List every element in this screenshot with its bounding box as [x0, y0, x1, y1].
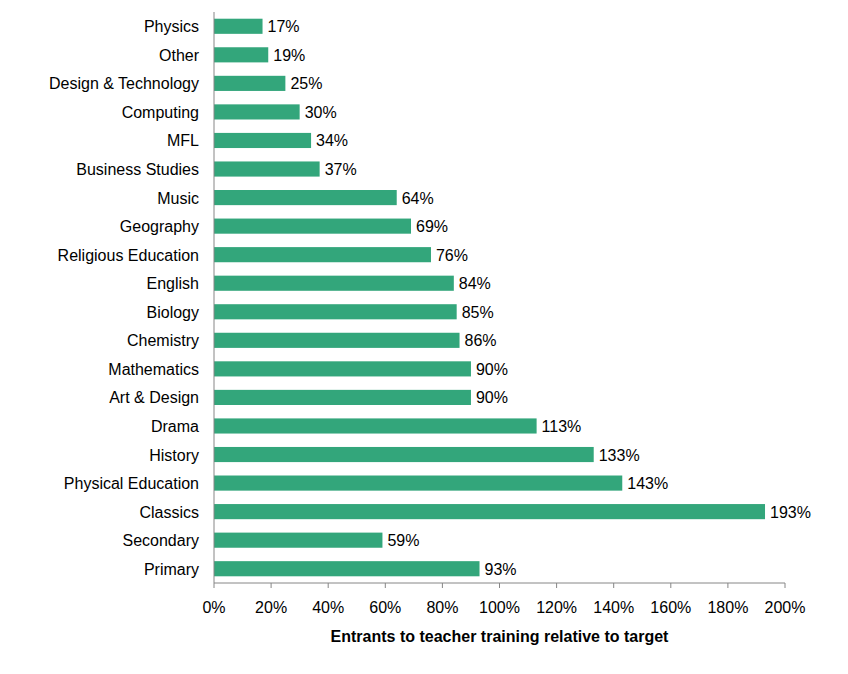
data-label: 59%: [387, 532, 419, 549]
bar: [214, 504, 765, 519]
bar: [214, 190, 397, 205]
category-label: Physics: [144, 18, 199, 35]
bar: [214, 533, 382, 548]
bar: [214, 19, 263, 34]
data-label: 30%: [305, 104, 337, 121]
bar: [214, 161, 320, 176]
bar: [214, 333, 460, 348]
bar: [214, 247, 431, 262]
bar: [214, 447, 594, 462]
x-tick: [556, 583, 557, 588]
bar: [214, 390, 471, 405]
x-tick-label: 100%: [479, 599, 520, 616]
category-label: Secondary: [123, 532, 200, 549]
data-label: 69%: [416, 218, 448, 235]
bar: [214, 418, 537, 433]
data-label: 25%: [290, 75, 322, 92]
category-label: Geography: [120, 218, 199, 235]
category-label: Primary: [144, 561, 199, 578]
category-label: Chemistry: [127, 332, 199, 349]
data-label: 37%: [325, 161, 357, 178]
data-label: 86%: [465, 332, 497, 349]
data-label: 34%: [316, 132, 348, 149]
data-label: 133%: [599, 447, 640, 464]
category-label: Design & Technology: [49, 75, 199, 92]
data-label: 64%: [402, 190, 434, 207]
data-label: 85%: [462, 304, 494, 321]
category-label: MFL: [167, 132, 199, 149]
category-label: English: [147, 275, 199, 292]
data-label: 90%: [476, 361, 508, 378]
x-tick-label: 20%: [255, 599, 287, 616]
x-tick-label: 180%: [707, 599, 748, 616]
data-label: 143%: [627, 475, 668, 492]
category-label: Art & Design: [109, 389, 199, 406]
category-label: Classics: [139, 504, 199, 521]
data-label: 93%: [485, 561, 517, 578]
bar: [214, 361, 471, 376]
bar: [214, 76, 285, 91]
x-tick: [727, 583, 728, 588]
y-axis: [214, 12, 215, 583]
x-tick-label: 0%: [202, 599, 225, 616]
x-tick-label: 120%: [536, 599, 577, 616]
category-label: Other: [159, 47, 200, 64]
x-tick-label: 80%: [426, 599, 458, 616]
category-label: History: [149, 447, 199, 464]
x-tick: [385, 583, 386, 588]
data-label: 113%: [542, 418, 582, 435]
x-tick-label: 140%: [593, 599, 634, 616]
category-label: Drama: [151, 418, 199, 435]
bar: [214, 304, 457, 319]
category-label: Music: [157, 190, 199, 207]
category-label: Business Studies: [76, 161, 199, 178]
category-label: Physical Education: [64, 475, 199, 492]
category-label: Computing: [122, 104, 199, 121]
x-tick-label: 60%: [369, 599, 401, 616]
x-tick: [499, 583, 500, 588]
data-label: 19%: [273, 47, 305, 64]
bar: [214, 561, 480, 576]
x-tick: [785, 583, 786, 588]
data-label: 90%: [476, 389, 508, 406]
x-axis-title: Entrants to teacher training relative to…: [331, 628, 670, 645]
bar: [214, 133, 311, 148]
bars: [214, 19, 765, 577]
x-tick: [214, 583, 215, 588]
category-label: Mathematics: [108, 361, 199, 378]
x-tick: [613, 583, 614, 588]
x-tick-label: 40%: [312, 599, 344, 616]
x-tick: [670, 583, 671, 588]
x-tick: [271, 583, 272, 588]
data-label: 76%: [436, 247, 468, 264]
bar: [214, 476, 622, 491]
data-label: 84%: [459, 275, 491, 292]
chart: 17% 19% 25% 30% 34% 37% 64% 69% 76% 84% 85% 86% 90% 9…: [0, 0, 848, 674]
x-tick: [328, 583, 329, 588]
bar: [214, 276, 454, 291]
x-tick-label: 200%: [765, 599, 806, 616]
bar: [214, 104, 300, 119]
bar: [214, 47, 268, 62]
data-label: 17%: [268, 18, 300, 35]
category-label: Religious Education: [58, 247, 199, 264]
category-label: Biology: [147, 304, 199, 321]
x-tick-label: 160%: [650, 599, 691, 616]
data-label: 193%: [770, 504, 811, 521]
bar: [214, 219, 411, 234]
x-tick: [442, 583, 443, 588]
